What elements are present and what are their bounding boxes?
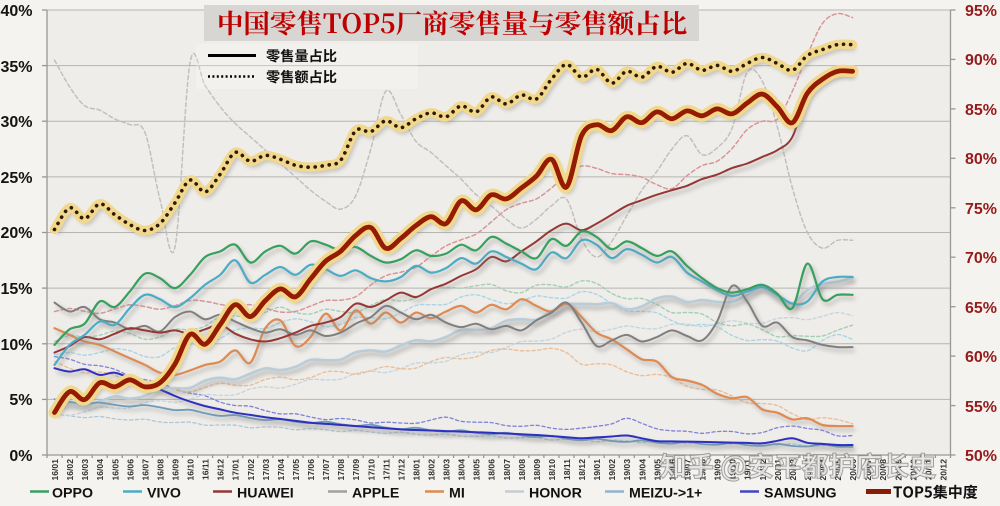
svg-text:16/01: 16/01 xyxy=(50,459,60,481)
svg-text:16/02: 16/02 xyxy=(65,459,75,481)
svg-text:19/03: 19/03 xyxy=(622,459,632,481)
svg-text:20/08: 20/08 xyxy=(878,459,888,481)
svg-text:85%: 85% xyxy=(965,102,997,119)
svg-text:18/01: 18/01 xyxy=(411,459,421,481)
svg-text:19/09: 19/09 xyxy=(713,459,723,481)
svg-text:20/12: 20/12 xyxy=(939,459,949,481)
svg-text:MEIZU->1+: MEIZU->1+ xyxy=(629,486,702,502)
svg-text:20/06: 20/06 xyxy=(848,459,858,481)
svg-text:18/11: 18/11 xyxy=(562,459,572,480)
svg-text:APPLE: APPLE xyxy=(352,486,399,502)
svg-text:16/09: 16/09 xyxy=(171,459,181,481)
svg-text:18/10: 18/10 xyxy=(547,459,557,481)
svg-text:17/07: 17/07 xyxy=(321,459,331,481)
svg-text:16/10: 16/10 xyxy=(186,459,196,481)
svg-text:20/11: 20/11 xyxy=(923,459,933,480)
svg-text:10%: 10% xyxy=(0,337,32,354)
svg-text:17/09: 17/09 xyxy=(351,459,361,481)
svg-text:VIVO: VIVO xyxy=(147,486,181,502)
svg-text:55%: 55% xyxy=(965,399,997,416)
svg-text:17/03: 17/03 xyxy=(261,459,271,481)
svg-text:17/04: 17/04 xyxy=(276,459,286,481)
svg-text:17/08: 17/08 xyxy=(336,459,346,481)
svg-text:18/05: 18/05 xyxy=(472,459,482,481)
svg-text:18/04: 18/04 xyxy=(457,459,467,481)
svg-text:20/10: 20/10 xyxy=(908,459,918,481)
svg-text:15%: 15% xyxy=(0,281,32,298)
svg-text:MI: MI xyxy=(449,486,465,502)
svg-text:17/05: 17/05 xyxy=(291,459,301,481)
svg-text:18/07: 18/07 xyxy=(502,459,512,481)
svg-text:18/08: 18/08 xyxy=(517,459,527,481)
svg-text:20/05: 20/05 xyxy=(833,459,843,481)
svg-text:19/01: 19/01 xyxy=(592,459,602,481)
svg-text:75%: 75% xyxy=(965,201,997,218)
svg-text:18/09: 18/09 xyxy=(532,459,542,481)
svg-text:65%: 65% xyxy=(965,300,997,317)
svg-text:16/11: 16/11 xyxy=(201,459,211,480)
svg-text:19/04: 19/04 xyxy=(637,459,647,481)
svg-text:17/06: 17/06 xyxy=(306,459,316,481)
svg-text:95%: 95% xyxy=(965,3,997,20)
svg-text:19/02: 19/02 xyxy=(607,459,617,481)
svg-text:19/11: 19/11 xyxy=(743,459,753,480)
svg-text:17/10: 17/10 xyxy=(366,459,376,481)
svg-text:18/06: 18/06 xyxy=(487,459,497,481)
svg-text:90%: 90% xyxy=(965,52,997,69)
svg-text:19/07: 19/07 xyxy=(683,459,693,481)
svg-text:16/03: 16/03 xyxy=(80,459,90,481)
svg-text:18/03: 18/03 xyxy=(442,459,452,481)
svg-text:HUAWEI: HUAWEI xyxy=(237,486,294,502)
svg-text:SAMSUNG: SAMSUNG xyxy=(764,486,837,502)
svg-text:HONOR: HONOR xyxy=(529,486,582,502)
svg-text:17/12: 17/12 xyxy=(396,459,406,481)
svg-text:17/02: 17/02 xyxy=(246,459,256,481)
svg-text:20%: 20% xyxy=(0,225,32,242)
svg-text:16/12: 16/12 xyxy=(216,459,226,481)
svg-text:50%: 50% xyxy=(965,448,997,465)
svg-text:19/06: 19/06 xyxy=(667,459,677,481)
svg-text:17/01: 17/01 xyxy=(231,459,241,481)
svg-text:0%: 0% xyxy=(9,448,32,465)
svg-text:20/04: 20/04 xyxy=(818,459,828,481)
svg-text:16/06: 16/06 xyxy=(125,459,135,481)
svg-text:70%: 70% xyxy=(965,250,997,267)
svg-text:60%: 60% xyxy=(965,349,997,366)
svg-text:19/10: 19/10 xyxy=(728,459,738,481)
svg-text:19/05: 19/05 xyxy=(652,459,662,481)
svg-text:30%: 30% xyxy=(0,114,32,131)
svg-text:25%: 25% xyxy=(0,170,32,187)
svg-text:18/02: 18/02 xyxy=(427,459,437,481)
svg-text:5%: 5% xyxy=(9,392,32,409)
svg-text:16/07: 16/07 xyxy=(140,459,150,481)
svg-text:80%: 80% xyxy=(965,151,997,168)
svg-text:16/04: 16/04 xyxy=(95,459,105,481)
svg-text:16/05: 16/05 xyxy=(110,459,120,481)
svg-text:40%: 40% xyxy=(0,3,32,20)
svg-text:35%: 35% xyxy=(0,59,32,76)
svg-text:20/07: 20/07 xyxy=(863,459,873,481)
svg-text:16/08: 16/08 xyxy=(155,459,165,481)
svg-text:OPPO: OPPO xyxy=(52,486,93,502)
svg-text:18/12: 18/12 xyxy=(577,459,587,481)
svg-text:17/11: 17/11 xyxy=(381,459,391,480)
